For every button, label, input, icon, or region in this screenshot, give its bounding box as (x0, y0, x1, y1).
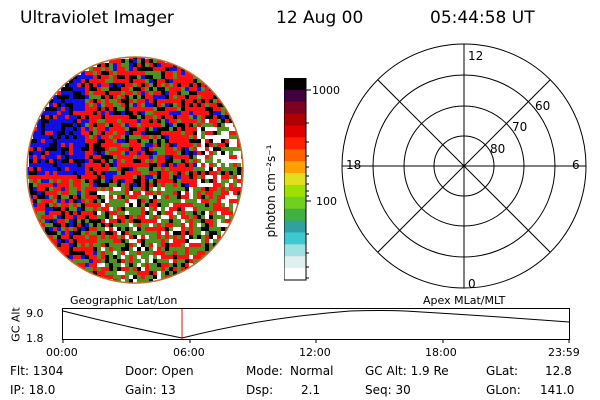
glon-label: GLon: (486, 383, 521, 397)
auroral-image (26, 56, 244, 284)
colorbar-swatch (284, 196, 306, 210)
colorbar-frame (284, 78, 307, 281)
colorbar-label-1000: 1000 (312, 84, 340, 97)
dsp-value: 2.1 (301, 383, 321, 397)
door-status: Door: Open (125, 364, 194, 378)
polar-grid: 12 18 6 0 60 70 80 (341, 43, 587, 291)
colorbar-swatch (284, 173, 306, 186)
mode-value: Normal (290, 364, 334, 378)
colorbar-swatch (284, 232, 306, 245)
x-tick-label-2359: 23:59 (548, 346, 580, 359)
colorbar-unit-label: photon cm⁻²s⁻¹ (264, 144, 278, 238)
mlat-label-80: 80 (490, 142, 505, 156)
orbit-altitude-curve (62, 310, 570, 339)
instrument-title: Ultraviolet Imager (20, 8, 174, 28)
mlt-label-6: 6 (572, 158, 580, 172)
colorbar-swatch (284, 125, 306, 139)
glon-value: 141.0 (540, 383, 575, 397)
mode-label: Mode: (246, 364, 283, 378)
ip-value: IP: 18.0 (10, 383, 56, 397)
auroral-pixels (27, 57, 243, 283)
gain-value: Gain: 13 (125, 383, 176, 397)
colorbar-swatch (284, 244, 306, 257)
flight-number: Flt: 1304 (10, 364, 64, 378)
colorbar-swatch (284, 184, 306, 198)
mlt-label-18: 18 (346, 158, 361, 172)
orbit-plot (62, 308, 570, 343)
x-tick-label-0600: 06:00 (173, 346, 205, 359)
colorbar-swatch (284, 208, 306, 222)
gc-alt-value: GC Alt: 1.9 Re (365, 364, 449, 378)
grid-diagonal (377, 79, 551, 253)
mlat-label-60: 60 (535, 99, 550, 113)
dsp-label: Dsp: (246, 383, 274, 397)
mlat-label-70: 70 (512, 120, 527, 134)
colorbar-swatch (284, 161, 306, 174)
glat-value: 12.8 (545, 364, 572, 378)
y-tick-1-8: 1.8 (26, 332, 44, 345)
time-label: 05:44:58 UT (430, 8, 535, 28)
mlt-label-0: 0 (468, 277, 476, 291)
seq-value: Seq: 30 (365, 383, 411, 397)
date-label: 12 Aug 00 (276, 8, 364, 28)
colorbar-label-100: 100 (316, 195, 337, 208)
orbit-frame (62, 308, 570, 340)
x-tick-label-1200: 12:00 (299, 346, 331, 359)
geographic-title: Geographic Lat/Lon (70, 294, 178, 307)
x-tick-label-1800: 18:00 (425, 346, 457, 359)
colorbar-swatch (284, 78, 306, 91)
colorbar-swatch (284, 101, 306, 115)
colorbar-swatch (284, 149, 306, 162)
x-tick-label-0000: 00:00 (46, 346, 78, 359)
mlt-label-12: 12 (468, 49, 483, 63)
glat-label: GLat: (486, 364, 519, 378)
colorbar-swatch (284, 268, 306, 281)
colorbar-swatch (284, 220, 306, 234)
y-tick-9: 9.0 (26, 307, 44, 320)
apex-title: Apex MLat/MLT (423, 294, 506, 307)
gc-alt-axis-label: GC Alt (9, 307, 23, 342)
colorbar-gradient (284, 78, 306, 281)
colorbar: 1000 100 (284, 78, 340, 281)
colorbar-swatch (284, 137, 306, 150)
colorbar-swatch (284, 89, 306, 103)
colorbar-swatch (284, 113, 306, 127)
colorbar-swatch (284, 256, 306, 269)
disk-rim (26, 56, 244, 284)
